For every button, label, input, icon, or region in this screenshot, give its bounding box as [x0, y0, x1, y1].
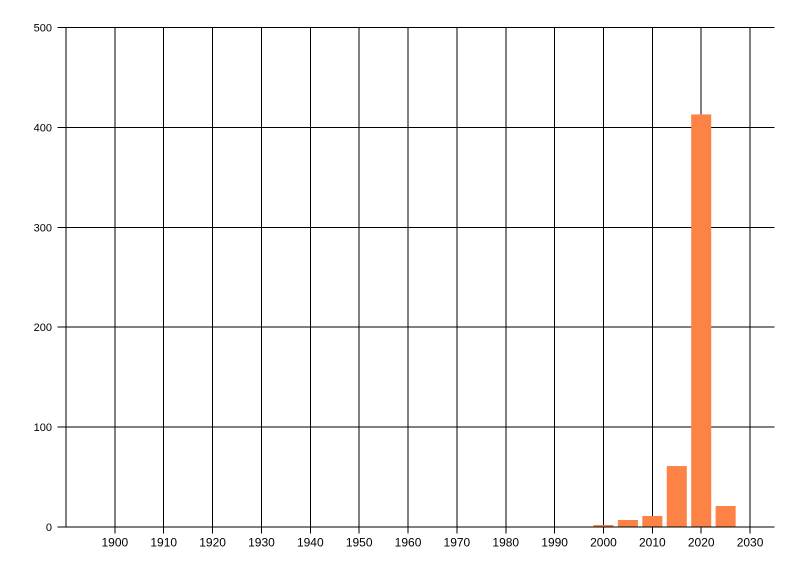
bar [617, 520, 638, 527]
x-tick-label: 1980 [492, 536, 519, 550]
x-tick-label: 2030 [737, 536, 764, 550]
x-tick-label: 1990 [541, 536, 568, 550]
x-tick-label: 1960 [395, 536, 422, 550]
x-tick-label: 2010 [639, 536, 666, 550]
y-tick-label: 200 [34, 322, 52, 334]
x-tick-label: 1920 [199, 536, 226, 550]
x-tick-label: 1940 [297, 536, 324, 550]
y-tick-label: 400 [34, 122, 52, 134]
bar [691, 114, 712, 528]
bar [642, 516, 663, 527]
y-tick-label: 500 [34, 23, 52, 35]
x-tick-label: 1930 [248, 536, 275, 550]
bar [666, 466, 687, 527]
x-tick-label: 1910 [150, 536, 177, 550]
bar [593, 525, 614, 527]
bar [715, 506, 736, 527]
x-tick-label: 2000 [590, 536, 617, 550]
y-tick-label: 100 [34, 422, 52, 434]
x-tick-label: 1900 [102, 536, 129, 550]
y-tick-label: 0 [46, 522, 52, 534]
x-tick-label: 1970 [444, 536, 471, 550]
x-tick-label: 1950 [346, 536, 373, 550]
y-tick-label: 300 [34, 222, 52, 234]
x-tick-label: 2020 [688, 536, 715, 550]
